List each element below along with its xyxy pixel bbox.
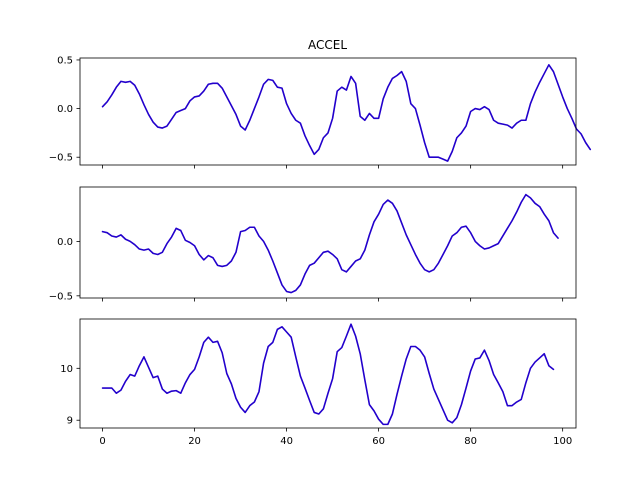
series-line-middle [101,193,559,294]
panel-middle: −0.5 0.0 [49,186,577,302]
series-line-top [101,64,592,162]
y-tick-label: 9 [67,416,73,427]
x-tick-label: 40 [280,436,293,447]
panel-bottom: 0 20 40 60 80 100 9 10 [60,318,577,447]
y-tick-label: 0.0 [57,237,73,248]
x-tick-label: 60 [372,436,385,447]
panel-top: −0.5 0.0 0.5 [49,55,592,169]
y-tick-label: 0.0 [57,104,73,115]
axes-frame-bottom [79,318,577,429]
y-tick-label: 0.5 [57,55,73,66]
x-tick-label: 20 [188,436,201,447]
x-tick-label: 0 [99,436,105,447]
y-tick-label: −0.5 [49,153,73,164]
x-tick-label: 100 [553,436,572,447]
y-tick-label: 10 [60,364,73,375]
chart-title: ACCEL [308,38,347,52]
y-tick-label: −0.5 [49,291,73,302]
axes-frame-middle [79,186,577,299]
x-tick-label: 80 [464,436,477,447]
series-line-bottom [101,323,555,426]
axes-frame-top [79,57,577,166]
